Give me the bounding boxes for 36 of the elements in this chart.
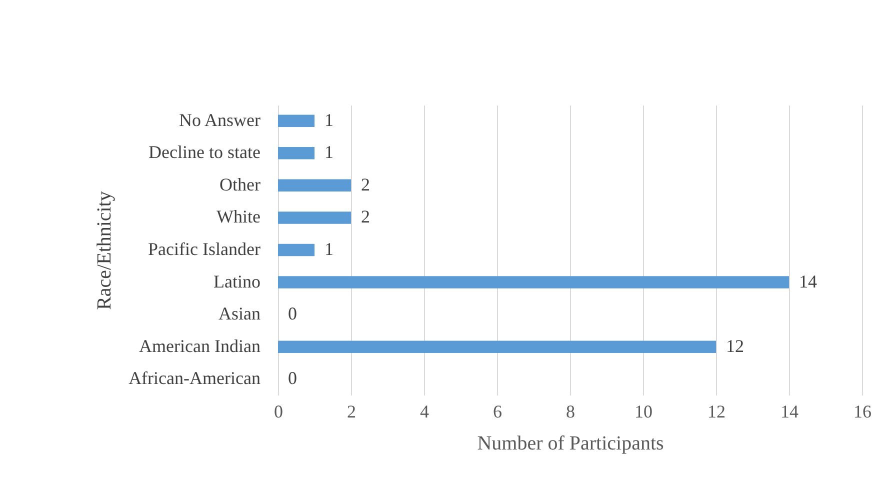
x-axis-title: Number of Participants <box>477 432 664 454</box>
y-tick-label: Decline to state <box>148 142 260 162</box>
data-label: 2 <box>361 174 370 194</box>
data-label: 1 <box>324 142 334 162</box>
data-label: 1 <box>324 239 334 259</box>
y-tick-label: American Indian <box>139 336 260 356</box>
x-tick-label: 10 <box>634 402 652 422</box>
data-label: 14 <box>799 271 817 292</box>
bar <box>278 212 351 224</box>
data-label: 1 <box>324 110 334 130</box>
y-tick-label: Latino <box>214 271 260 292</box>
bar <box>278 179 351 192</box>
y-tick-label: Other <box>220 174 261 194</box>
bar <box>278 146 314 160</box>
bar <box>278 340 716 354</box>
data-label: 12 <box>726 336 744 356</box>
x-tick-label: 0 <box>274 402 283 422</box>
data-label: 2 <box>361 206 370 227</box>
x-tick-label: 8 <box>566 402 575 422</box>
x-tick-label: 16 <box>854 402 872 422</box>
x-tick-label: 4 <box>420 402 429 422</box>
bar <box>278 114 314 127</box>
y-tick-label: No Answer <box>179 110 260 130</box>
x-tick-label: 12 <box>708 402 726 422</box>
y-tick-label: White <box>216 206 261 227</box>
bar <box>278 276 789 288</box>
x-tick-label: 2 <box>347 402 356 422</box>
y-tick-label: Pacific Islander <box>148 239 260 259</box>
x-tick-label: 14 <box>780 402 798 422</box>
data-label: 0 <box>288 304 297 324</box>
y-axis-title: Race/Ethnicity <box>94 191 116 310</box>
data-label: 0 <box>288 368 297 388</box>
y-tick-label: Asian <box>218 304 260 324</box>
x-tick-label: 6 <box>493 402 502 422</box>
bar <box>278 244 314 256</box>
y-tick-label: African-American <box>128 368 260 388</box>
